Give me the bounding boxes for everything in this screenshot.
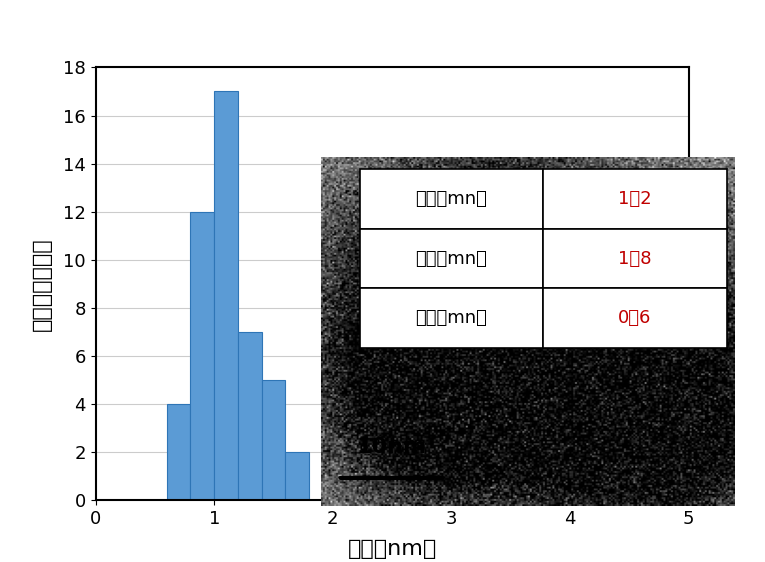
Bar [285,452,309,500]
Y-axis label: 粒子数量（個）: 粒子数量（個） [32,237,52,330]
Bar [238,332,262,500]
Bar [262,380,285,500]
X-axis label: 粒度（nm）: 粒度（nm） [347,539,437,559]
Text: 10nm: 10nm [356,437,427,457]
Bar [214,92,238,500]
Bar [167,404,190,500]
Bar [190,212,214,500]
